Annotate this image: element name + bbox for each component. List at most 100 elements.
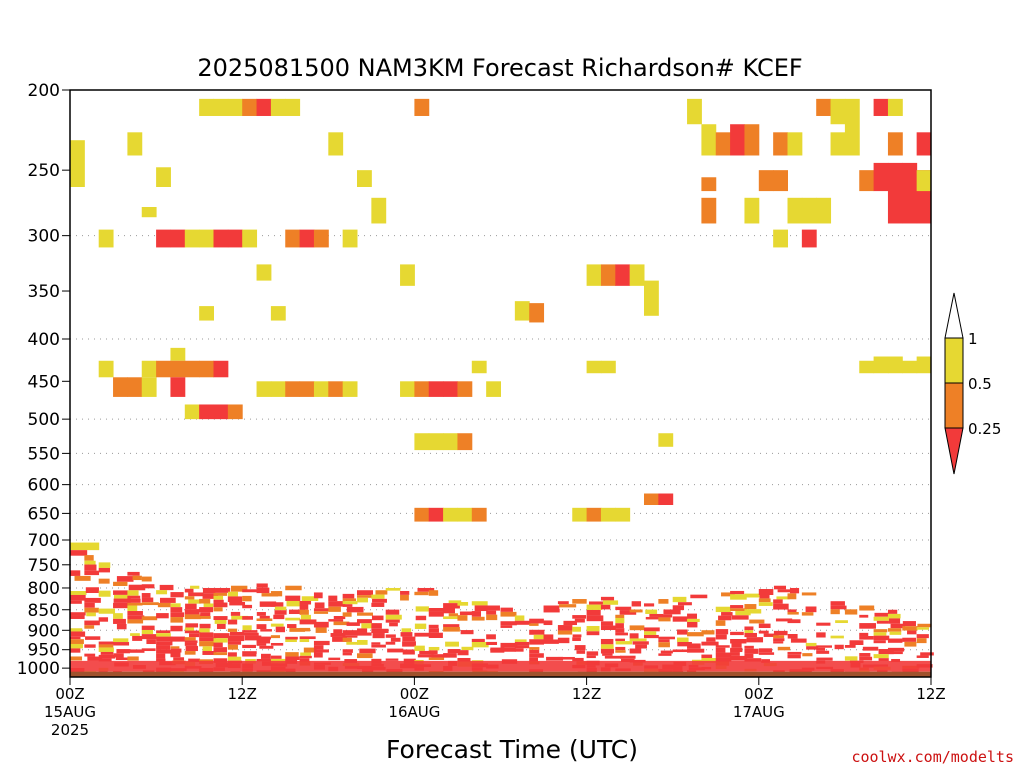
- ri-cell-low: [816, 622, 831, 626]
- ri-cell-low: [170, 652, 181, 658]
- ri-cell-mid: [586, 360, 602, 374]
- ri-cell-low: [127, 602, 143, 606]
- ri-cell-low: [260, 629, 272, 632]
- ri-cell-mid: [256, 381, 272, 397]
- ri-cell-low: [419, 650, 436, 655]
- ri-cell-low: [70, 631, 86, 637]
- ri-cell-low: [328, 657, 341, 661]
- ri-cell-upper: [414, 98, 430, 116]
- ri-cell-low: [113, 594, 130, 599]
- ri-cell-low: [184, 627, 195, 631]
- ri-cell-low: [184, 637, 196, 641]
- ri-cell-low: [170, 636, 185, 642]
- ri-cell-low: [170, 603, 181, 608]
- ri-cell-low: [448, 600, 462, 604]
- ri-cell-low: [514, 645, 530, 649]
- richardson-cells: [70, 98, 934, 676]
- ri-cell-low: [787, 651, 802, 655]
- ri-cell-low: [457, 615, 468, 621]
- ri-cell-low: [132, 575, 142, 581]
- ri-cell-low: [372, 633, 385, 639]
- ri-cell-low: [500, 642, 518, 648]
- ri-cell-low: [789, 587, 800, 594]
- ri-cell-low: [113, 602, 129, 609]
- ri-cell-low: [199, 637, 217, 642]
- ri-cell-low: [744, 630, 754, 633]
- ri-cell-low: [802, 653, 813, 657]
- ri-cell-mid: [859, 360, 875, 374]
- ri-cell-low: [141, 597, 154, 603]
- ri-cell-low: [916, 655, 929, 658]
- ri-cell-low: [184, 651, 196, 655]
- ri-cell-low: [313, 640, 330, 646]
- ri-cell-mid: [428, 381, 444, 397]
- ri-cell-low: [227, 652, 237, 657]
- ri-cell-upper: [299, 229, 315, 248]
- ri-cell-low: [113, 653, 124, 658]
- ri-cell-upper: [357, 170, 372, 187]
- ri-cell-low: [758, 652, 775, 655]
- ri-cell-low: [730, 631, 744, 636]
- ri-cell-low: [559, 604, 577, 608]
- ri-cell-low: [332, 636, 348, 642]
- x-tick-label: 12Z: [916, 685, 945, 703]
- ri-cell-low: [98, 617, 109, 622]
- ri-cell-low: [586, 615, 604, 622]
- ri-cell-low: [859, 632, 869, 637]
- ri-cell-low: [687, 632, 704, 637]
- ri-cell-upper: [730, 124, 745, 156]
- ri-cell-low: [586, 651, 599, 656]
- ri-cell-low: [715, 620, 726, 626]
- ri-cell-low: [600, 596, 615, 601]
- ri-cell-low: [744, 645, 754, 649]
- ri-cell-low: [600, 644, 614, 649]
- ri-cell-low: [287, 624, 297, 629]
- ri-cell-low: [849, 640, 864, 646]
- ri-cell-mid: [414, 433, 430, 451]
- ri-cell-low: [543, 605, 560, 609]
- ri-cell-low: [242, 595, 252, 602]
- ri-cell-mid: [586, 507, 602, 522]
- ri-cell-low: [414, 623, 427, 629]
- ri-cell-upper: [916, 170, 932, 192]
- ri-cell-low: [428, 607, 445, 612]
- ri-cell-low: [199, 641, 215, 647]
- ri-cell-low: [342, 604, 353, 607]
- colorbar-label: 0.5: [968, 375, 992, 393]
- ri-cell-low: [159, 584, 174, 591]
- ri-cell-low: [620, 658, 635, 663]
- ri-cell-low: [132, 635, 143, 641]
- ri-cell-low: [844, 645, 856, 648]
- ri-cell-low: [615, 641, 633, 645]
- ri-cell-low: [357, 619, 372, 624]
- ri-cell-low: [299, 655, 312, 659]
- ri-cell-low: [402, 641, 416, 647]
- ri-cell-low: [227, 596, 243, 603]
- ri-cell-low: [658, 599, 669, 604]
- ri-cell-low: [888, 618, 901, 624]
- y-tick-label: 650: [28, 504, 60, 524]
- ri-cell-low: [244, 635, 262, 641]
- ri-cell-low: [490, 647, 505, 653]
- ri-cell-mid: [902, 360, 918, 374]
- ri-cell-low: [731, 615, 749, 620]
- ri-cell-low: [790, 638, 807, 643]
- ri-cell-low: [385, 634, 396, 638]
- ri-cell-low: [333, 621, 350, 626]
- ri-cell-low: [443, 653, 457, 658]
- ri-cell-low: [500, 611, 517, 617]
- ri-cell-low: [70, 591, 87, 595]
- ri-cell-low: [202, 646, 212, 651]
- ri-cell-low: [213, 599, 224, 603]
- ri-cell-low: [805, 642, 817, 647]
- ri-cell-upper: [328, 132, 344, 156]
- ri-cell-low: [342, 601, 358, 605]
- ri-cell-upper: [744, 197, 760, 224]
- x-axis-label: Forecast Time (UTC): [386, 735, 638, 764]
- ri-cell-low: [758, 602, 773, 606]
- ri-cell-low: [130, 633, 140, 636]
- ri-near-surface-band: [70, 660, 931, 672]
- ri-cell-upper: [227, 98, 243, 116]
- ri-cell-low: [428, 632, 443, 638]
- ri-cell-low: [259, 615, 270, 619]
